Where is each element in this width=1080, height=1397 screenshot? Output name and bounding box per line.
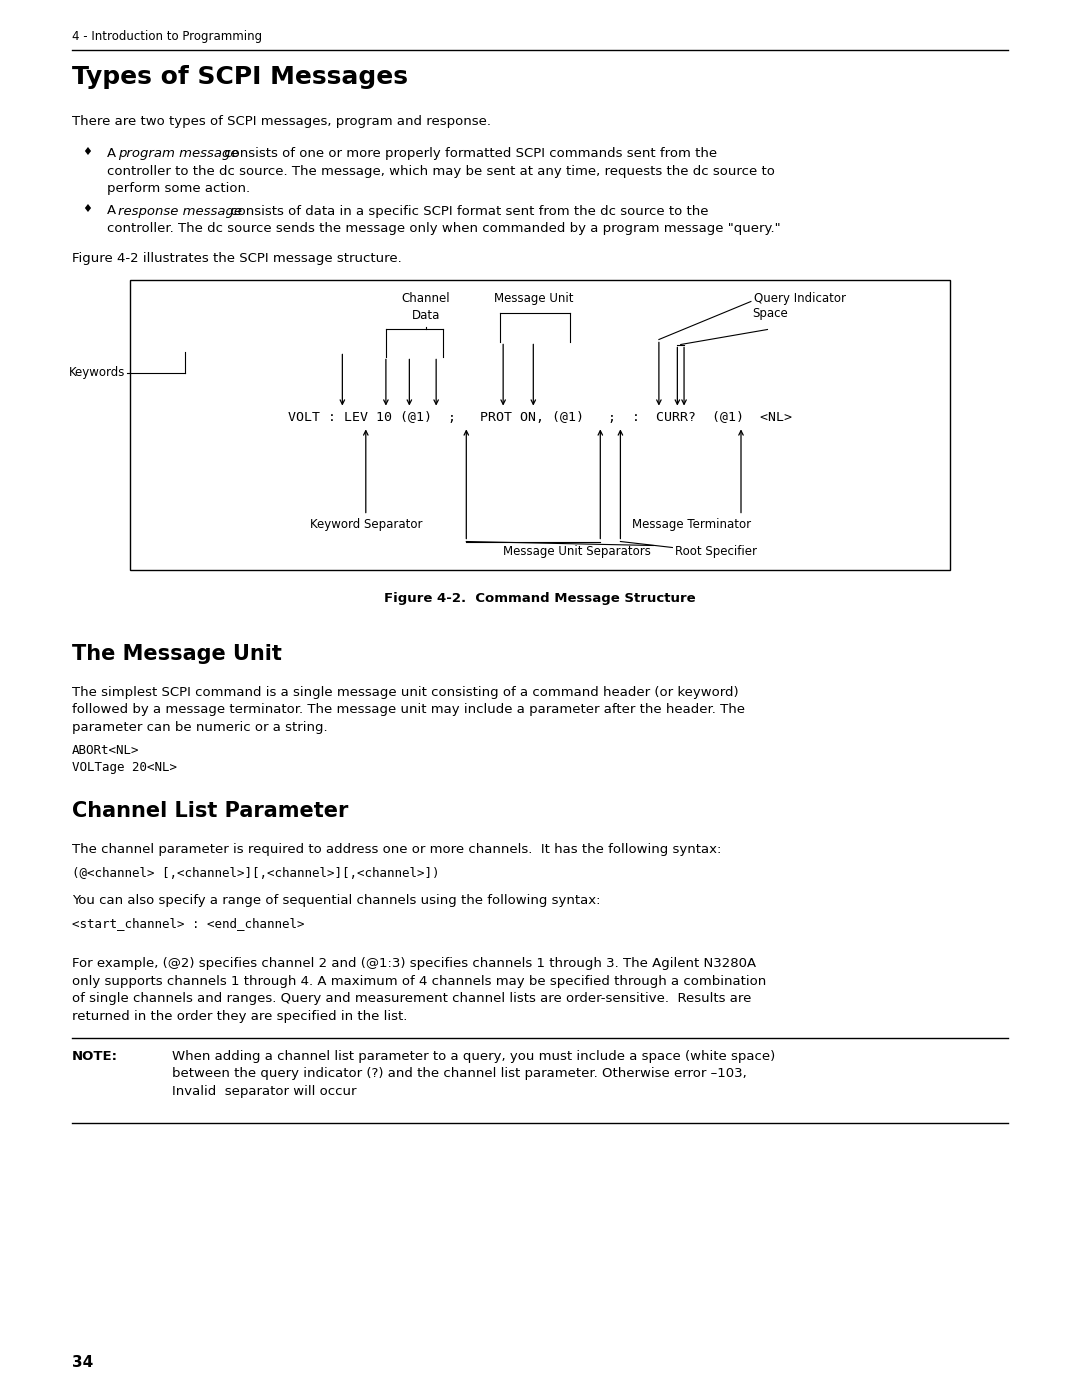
Text: Root Specifier: Root Specifier bbox=[675, 545, 757, 557]
Text: consists of one or more properly formatted SCPI commands sent from the: consists of one or more properly formatt… bbox=[220, 147, 717, 161]
Text: consists of data in a specific SCPI format sent from the dc source to the: consists of data in a specific SCPI form… bbox=[227, 204, 708, 218]
Text: between the query indicator (?) and the channel list parameter. Otherwise error : between the query indicator (?) and the … bbox=[172, 1067, 746, 1080]
Text: returned in the order they are specified in the list.: returned in the order they are specified… bbox=[72, 1010, 407, 1023]
Text: ♦: ♦ bbox=[82, 204, 92, 215]
Text: perform some action.: perform some action. bbox=[107, 182, 251, 196]
Text: of single channels and ranges. Query and measurement channel lists are order-sen: of single channels and ranges. Query and… bbox=[72, 992, 752, 1004]
Text: 34: 34 bbox=[72, 1355, 93, 1370]
Text: VOLTage 20<NL>: VOLTage 20<NL> bbox=[72, 761, 177, 774]
Text: You can also specify a range of sequential channels using the following syntax:: You can also specify a range of sequenti… bbox=[72, 894, 600, 907]
Text: Data: Data bbox=[411, 309, 441, 321]
Text: Space: Space bbox=[753, 306, 788, 320]
Text: NOTE:: NOTE: bbox=[72, 1049, 118, 1063]
Text: Message Terminator: Message Terminator bbox=[632, 517, 751, 531]
Text: Figure 4-2.  Command Message Structure: Figure 4-2. Command Message Structure bbox=[384, 591, 696, 605]
Text: The simplest SCPI command is a single message unit consisting of a command heade: The simplest SCPI command is a single me… bbox=[72, 686, 739, 698]
Text: A: A bbox=[107, 204, 120, 218]
Text: <start_channel> : <end_channel>: <start_channel> : <end_channel> bbox=[72, 918, 305, 930]
Text: There are two types of SCPI messages, program and response.: There are two types of SCPI messages, pr… bbox=[72, 115, 491, 129]
Text: Keywords: Keywords bbox=[69, 366, 125, 379]
Text: response message: response message bbox=[119, 204, 243, 218]
Text: controller to the dc source. The message, which may be sent at any time, request: controller to the dc source. The message… bbox=[107, 165, 774, 177]
Text: Message Unit Separators: Message Unit Separators bbox=[503, 545, 651, 557]
Text: Query Indicator: Query Indicator bbox=[754, 292, 846, 305]
Text: Types of SCPI Messages: Types of SCPI Messages bbox=[72, 66, 408, 89]
Text: The channel parameter is required to address one or more channels.  It has the f: The channel parameter is required to add… bbox=[72, 842, 721, 856]
Text: (@<channel> [,<channel>][,<channel>][,<channel>]): (@<channel> [,<channel>][,<channel>][,<c… bbox=[72, 866, 440, 880]
Text: ♦: ♦ bbox=[82, 147, 92, 156]
Text: VOLT : LEV 10 (@1)  ;   PROT ON, (@1)   ;  :  CURR?  (@1)  <NL>: VOLT : LEV 10 (@1) ; PROT ON, (@1) ; : C… bbox=[288, 411, 792, 425]
Text: parameter can be numeric or a string.: parameter can be numeric or a string. bbox=[72, 721, 327, 733]
Text: The Message Unit: The Message Unit bbox=[72, 644, 282, 664]
Text: Message Unit: Message Unit bbox=[494, 292, 573, 305]
Text: 4 - Introduction to Programming: 4 - Introduction to Programming bbox=[72, 29, 262, 43]
Text: For example, (@2) specifies channel 2 and (@1:3) specifies channels 1 through 3.: For example, (@2) specifies channel 2 an… bbox=[72, 957, 756, 970]
Text: Keyword Separator: Keyword Separator bbox=[310, 517, 422, 531]
Text: When adding a channel list parameter to a query, you must include a space (white: When adding a channel list parameter to … bbox=[172, 1049, 775, 1063]
Text: A: A bbox=[107, 147, 120, 161]
Text: only supports channels 1 through 4. A maximum of 4 channels may be specified thr: only supports channels 1 through 4. A ma… bbox=[72, 975, 766, 988]
Text: followed by a message terminator. The message unit may include a parameter after: followed by a message terminator. The me… bbox=[72, 703, 745, 717]
Text: Figure 4-2 illustrates the SCPI message structure.: Figure 4-2 illustrates the SCPI message … bbox=[72, 251, 402, 264]
Text: Invalid  separator will occur: Invalid separator will occur bbox=[172, 1084, 356, 1098]
Text: program message: program message bbox=[119, 147, 239, 161]
Text: Channel: Channel bbox=[402, 292, 450, 305]
Text: ABORt<NL>: ABORt<NL> bbox=[72, 745, 139, 757]
Text: controller. The dc source sends the message only when commanded by a program mes: controller. The dc source sends the mess… bbox=[107, 222, 781, 235]
Bar bbox=[130, 279, 950, 570]
Text: Channel List Parameter: Channel List Parameter bbox=[72, 800, 349, 821]
